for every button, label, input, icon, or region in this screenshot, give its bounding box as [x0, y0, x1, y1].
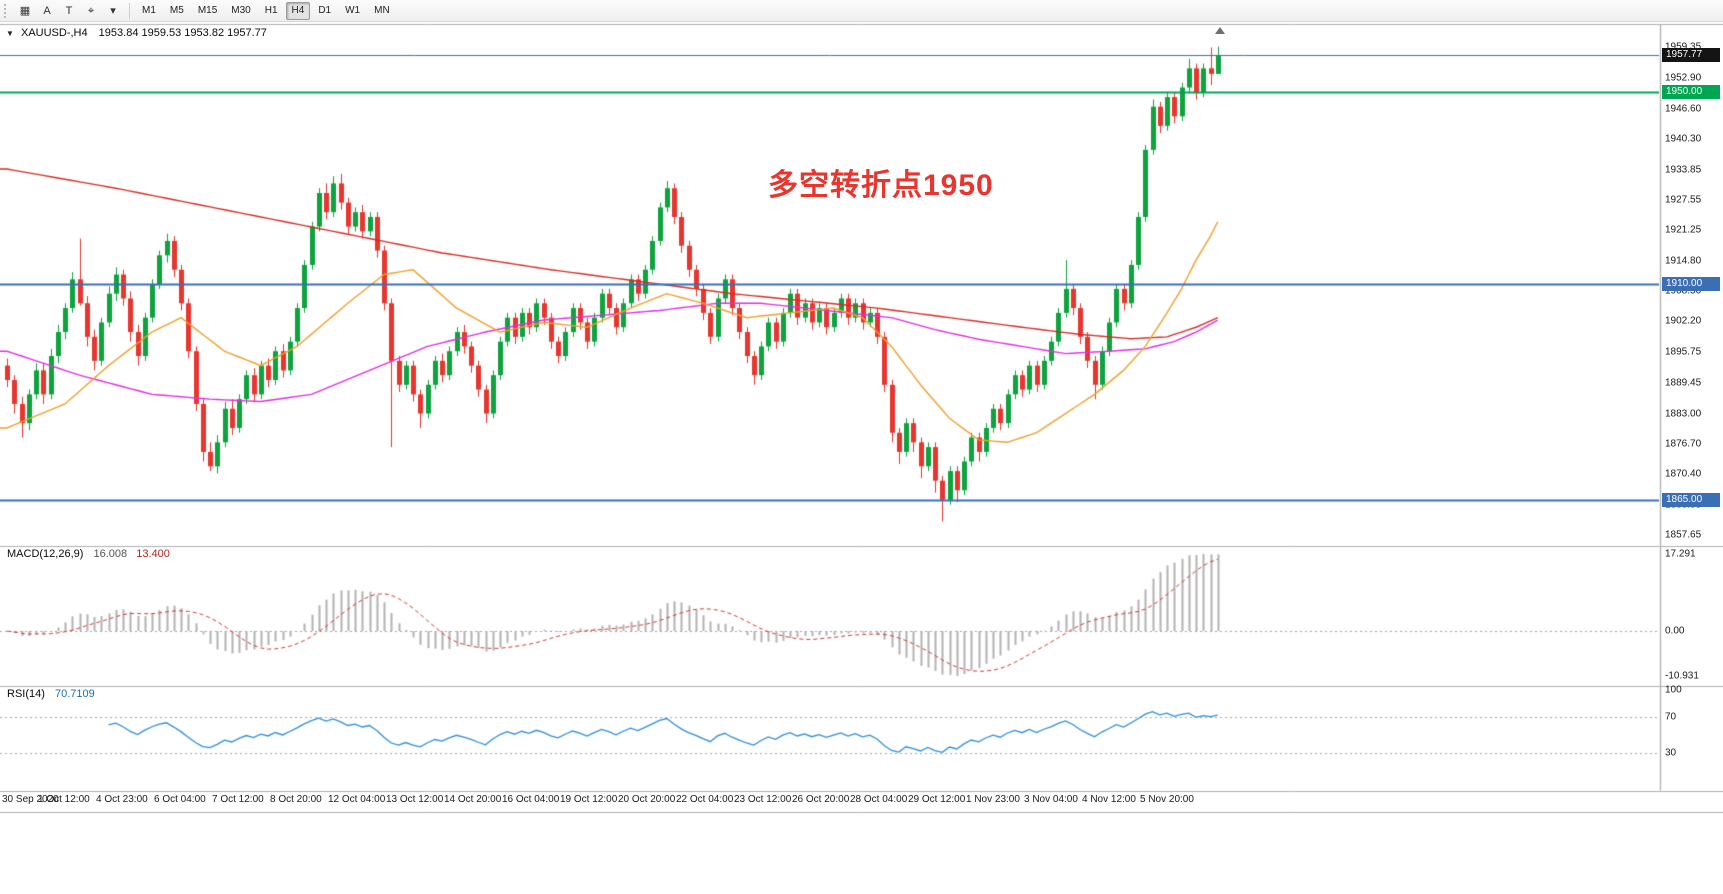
- price-axis-label: 1876.70: [1665, 438, 1702, 450]
- time-axis-label: 7 Oct 12:00: [212, 794, 264, 805]
- macd-name: MACD(12,26,9): [7, 548, 84, 560]
- timeframe-button-m1[interactable]: M1: [136, 2, 162, 20]
- toolbar-grip[interactable]: [4, 3, 10, 18]
- time-axis-label: 29 Oct 12:00: [908, 794, 966, 805]
- price-axis-label: 1870.40: [1665, 468, 1702, 480]
- rsi-value: 70.7109: [54, 688, 95, 700]
- tile-windows-icon[interactable]: ▦: [15, 2, 35, 20]
- time-axis-label: 4 Oct 23:00: [96, 794, 148, 805]
- price-axis-label: 1889.45: [1665, 377, 1702, 389]
- time-axis-label: 26 Oct 20:00: [792, 794, 850, 805]
- chart-canvas[interactable]: [0, 22, 1723, 894]
- price-axis-label: 1959.35: [1665, 42, 1701, 53]
- price-axis-label: 1902.20: [1665, 315, 1702, 327]
- time-axis-label: 20 Oct 20:00: [618, 794, 676, 805]
- price-axis-label: 1895.75: [1665, 346, 1702, 358]
- price-level-badge: 1865.00: [1662, 492, 1720, 507]
- chart-title-ohlc: 1953.84 1959.53 1953.82 1957.77: [98, 27, 267, 39]
- time-axis-label: 16 Oct 04:00: [502, 794, 560, 805]
- chart-shift-marker[interactable]: [1215, 27, 1225, 34]
- toolbar-separator: [129, 2, 130, 19]
- time-axis-label: 8 Oct 20:00: [270, 794, 322, 805]
- crosshair-tool-icon[interactable]: ⌖: [81, 2, 101, 20]
- rsi-axis-label: 30: [1665, 747, 1677, 759]
- time-axis-label: 4 Nov 12:00: [1082, 794, 1136, 805]
- time-axis-label: 13 Oct 12:00: [386, 794, 444, 805]
- price-level-badge: 1910.00: [1662, 277, 1720, 292]
- time-axis-label: 1 Oct 12:00: [38, 794, 90, 805]
- time-axis-label: 5 Nov 20:00: [1140, 794, 1194, 805]
- price-axis-label: 1933.85: [1665, 164, 1702, 176]
- timeframe-button-group: M1 M5 M15 M30 H1 H4 D1 W1 MN: [135, 1, 397, 20]
- rsi-name: RSI(14): [7, 688, 45, 700]
- chart-title-symbol: XAUUSD-,H4: [20, 27, 88, 39]
- timeframe-button-h4[interactable]: H4: [285, 1, 311, 20]
- text-tool-icon[interactable]: T: [59, 2, 79, 20]
- time-axis-label: 12 Oct 04:00: [328, 794, 386, 805]
- time-axis-label: 28 Oct 04:00: [850, 794, 908, 805]
- panel-separator-rsi[interactable]: [0, 683, 1723, 688]
- price-axis-label: 1908.50: [1665, 285, 1702, 297]
- timeframe-button-m5[interactable]: M5: [164, 2, 190, 20]
- price-axis-label: 1883.00: [1665, 408, 1702, 420]
- panel-separator-timeaxis[interactable]: [0, 788, 1723, 793]
- chart-title: ▼ XAUUSD-,H4 1953.84 1959.53 1953.82 195…: [6, 27, 267, 39]
- time-axis-label: 23 Oct 12:00: [734, 794, 792, 805]
- panel-separator-macd[interactable]: [0, 543, 1723, 548]
- rsi-axis-label: 70: [1665, 711, 1677, 723]
- rsi-axis-label: 100: [1665, 684, 1682, 696]
- price-axis-label: 1940.30: [1665, 133, 1702, 145]
- macd-axis-label: 17.291: [1665, 548, 1696, 560]
- macd-main-value: 16.008: [93, 548, 128, 560]
- cursor-arrow-icon[interactable]: A: [37, 2, 57, 20]
- symbol-menu-arrow-icon[interactable]: ▼: [6, 29, 14, 38]
- macd-signal-value: 13.400: [136, 548, 170, 560]
- current-price-badge: 1957.77: [1662, 48, 1720, 63]
- price-axis-label: 1952.90: [1665, 72, 1702, 84]
- timeframe-button-w1[interactable]: W1: [339, 2, 366, 20]
- price-level-badge: 1950.00: [1662, 85, 1720, 100]
- time-axis-label: 14 Oct 20:00: [444, 794, 502, 805]
- time-axis-label: 30 Sep 2020: [2, 794, 59, 805]
- time-axis-label: 19 Oct 12:00: [560, 794, 618, 805]
- price-axis-label: 1857.65: [1665, 529, 1702, 541]
- dropdown-arrow-icon[interactable]: ▾: [103, 2, 123, 20]
- toolbar: ▦ A T ⌖ ▾ M1 M5 M15 M30 H1 H4 D1 W1 MN: [0, 0, 1723, 22]
- time-axis-label: 3 Nov 04:00: [1024, 794, 1078, 805]
- macd-axis-label: 0.00: [1665, 625, 1685, 637]
- time-axis-label: 22 Oct 04:00: [676, 794, 734, 805]
- timeframe-button-mn[interactable]: MN: [368, 2, 396, 20]
- price-axis-label: 1914.80: [1665, 255, 1702, 267]
- price-axis-label: 1927.55: [1665, 194, 1702, 206]
- macd-axis-label: -10.931: [1665, 670, 1699, 682]
- time-axis-label: 6 Oct 04:00: [154, 794, 206, 805]
- toolbar-icon-group: ▦ A T ⌖ ▾: [14, 2, 124, 20]
- chart-annotation: 多空转折点1950: [768, 169, 994, 202]
- timeframe-button-h1[interactable]: H1: [259, 2, 284, 20]
- macd-label: MACD(12,26,9) 16.008 13.400: [7, 548, 170, 560]
- price-axis-label: 1946.60: [1665, 103, 1702, 115]
- time-axis-label: 1 Nov 23:00: [966, 794, 1020, 805]
- timeframe-button-d1[interactable]: D1: [312, 2, 337, 20]
- timeframe-button-m15[interactable]: M15: [192, 2, 223, 20]
- rsi-label: RSI(14) 70.7109: [7, 688, 95, 700]
- price-axis-label: 1921.25: [1665, 224, 1702, 236]
- timeframe-button-m30[interactable]: M30: [225, 2, 256, 20]
